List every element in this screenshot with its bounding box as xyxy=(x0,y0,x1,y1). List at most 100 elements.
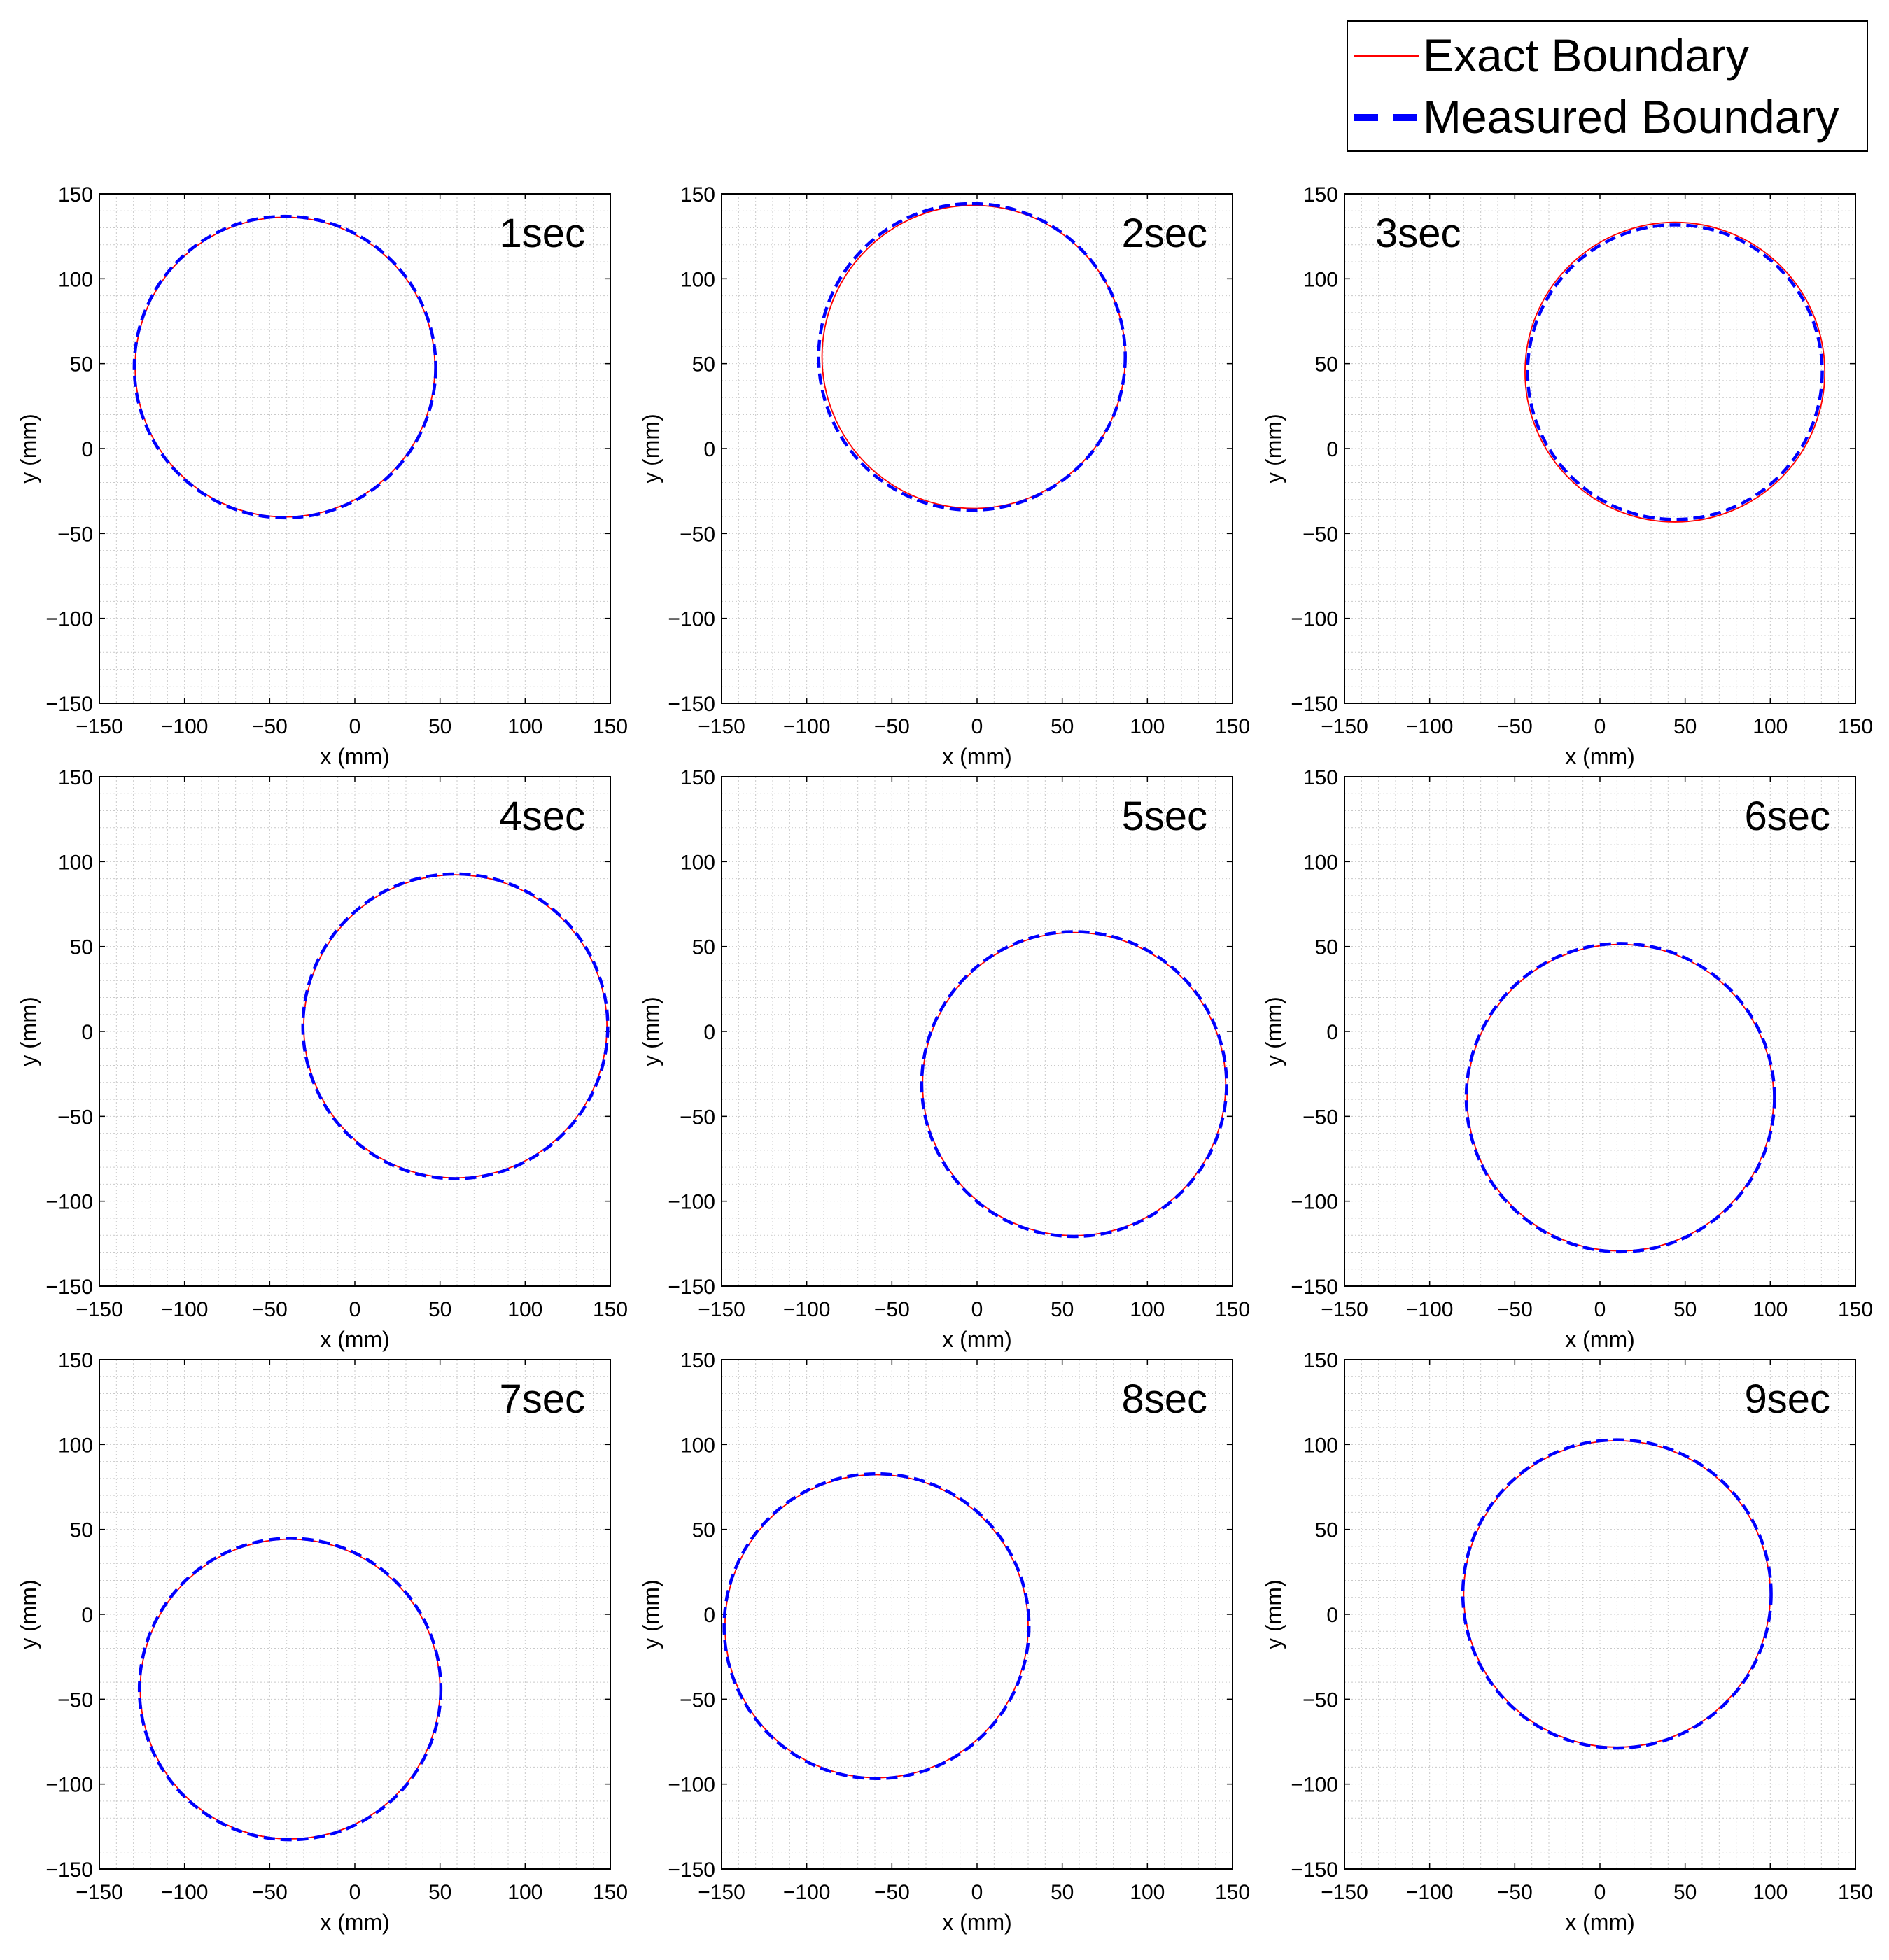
y-tick-label: 150 xyxy=(1303,766,1338,789)
x-axis-label: x (mm) xyxy=(1565,1327,1635,1352)
x-tick-label: −100 xyxy=(1406,715,1454,738)
y-tick-label: −100 xyxy=(45,608,93,631)
y-tick-label: 50 xyxy=(692,936,715,959)
y-tick-label: −150 xyxy=(45,1276,93,1299)
measured-boundary-curve xyxy=(1461,1438,1773,1750)
x-tick-label: 0 xyxy=(1594,715,1606,738)
y-axis-label: y (mm) xyxy=(16,414,41,484)
x-tick-label: 50 xyxy=(1051,1881,1074,1904)
axes-frame xyxy=(1344,1359,1856,1870)
grid-lines xyxy=(99,194,610,703)
measured-boundary-curve xyxy=(1464,942,1776,1254)
x-tick-label: 100 xyxy=(507,1881,542,1904)
y-tick-label: −100 xyxy=(668,1191,715,1214)
x-tick-label: 0 xyxy=(1594,1881,1606,1904)
y-tick-label: 0 xyxy=(1326,1021,1338,1044)
legend-box xyxy=(1347,20,1868,152)
y-tick-label: 0 xyxy=(703,1021,715,1044)
x-tick-label: −150 xyxy=(76,1881,123,1904)
y-tick-label: 100 xyxy=(1303,851,1338,874)
measured-boundary-curve xyxy=(1526,223,1824,521)
boundary-curves xyxy=(1464,942,1776,1254)
boundary-curves xyxy=(132,214,437,520)
subplot-7sec: −150 −100 −50 0 50 100 150 −150 −100 −50 0 50 100 150… xyxy=(16,1349,628,1935)
y-tick-label: 150 xyxy=(58,766,93,789)
x-tick-label: 150 xyxy=(593,1298,628,1321)
x-axis-label: x (mm) xyxy=(942,1327,1012,1352)
axes-frame xyxy=(721,776,1233,1287)
x-tick-label: 150 xyxy=(1838,1298,1873,1321)
boundary-curves xyxy=(301,872,610,1180)
x-tick-label: 0 xyxy=(971,715,983,738)
grid-lines xyxy=(722,777,1233,1286)
x-tick-label: 50 xyxy=(428,1881,451,1904)
y-tick-label: −150 xyxy=(668,693,715,716)
x-tick-label: 0 xyxy=(1594,1298,1606,1321)
y-tick-label: −150 xyxy=(45,1859,93,1882)
subplot-1sec: −150 −100 −50 0 50 100 150 −150 −100 −50 0 50 100 150… xyxy=(16,183,628,769)
y-tick-label: 0 xyxy=(81,1021,93,1044)
y-tick-label: −100 xyxy=(1291,608,1338,631)
time-annotation: 5sec xyxy=(1121,794,1207,839)
measured-boundary-curve xyxy=(722,1472,1031,1781)
y-tick-label: 100 xyxy=(58,1434,93,1457)
exact-boundary-curve xyxy=(1524,221,1826,523)
x-axis-label: x (mm) xyxy=(942,1910,1012,1935)
boundary-curves xyxy=(722,1472,1031,1781)
time-annotation: 8sec xyxy=(1121,1376,1207,1422)
x-tick-label: 50 xyxy=(1051,715,1074,738)
y-tick-label: −50 xyxy=(1302,1688,1338,1712)
x-axis-label: x (mm) xyxy=(320,744,390,769)
measured-boundary-curve xyxy=(132,214,437,520)
legend: Exact Boundary Measured Boundary xyxy=(1347,20,1868,152)
subplot-grid: −150 −100 −50 0 50 100 150 −150 −100 −50 0 50 100 150… xyxy=(16,183,1873,1935)
y-tick-label: 150 xyxy=(680,766,715,789)
x-tick-label: 150 xyxy=(593,1881,628,1904)
y-axis-label: y (mm) xyxy=(16,1579,41,1649)
x-tick-label: 50 xyxy=(428,715,451,738)
x-tick-label: 150 xyxy=(1838,715,1873,738)
y-axis-label: y (mm) xyxy=(16,996,41,1066)
grid-lines xyxy=(99,1360,610,1869)
x-axis-label: x (mm) xyxy=(1565,1910,1635,1935)
y-tick-label: −100 xyxy=(1291,1774,1338,1797)
time-annotation: 3sec xyxy=(1375,211,1461,256)
x-tick-label: −50 xyxy=(252,1881,288,1904)
grid-lines xyxy=(722,194,1233,703)
y-tick-label: −50 xyxy=(57,523,93,546)
boundary-curves xyxy=(817,202,1127,512)
x-tick-label: 150 xyxy=(1215,1881,1250,1904)
y-tick-label: 50 xyxy=(1315,936,1338,959)
y-tick-label: 0 xyxy=(703,1604,715,1627)
x-tick-label: −150 xyxy=(76,715,123,738)
axes-frame xyxy=(99,193,611,704)
y-tick-label: 50 xyxy=(692,1519,715,1542)
legend-label-exact: Exact Boundary xyxy=(1423,29,1749,81)
x-tick-label: 100 xyxy=(1753,1298,1788,1321)
y-tick-label: −150 xyxy=(45,693,93,716)
y-tick-label: −50 xyxy=(57,1106,93,1129)
x-tick-label: −100 xyxy=(783,1298,831,1321)
boundary-curves xyxy=(920,930,1228,1239)
x-tick-label: 150 xyxy=(1215,1298,1250,1321)
x-tick-label: −50 xyxy=(874,1298,910,1321)
x-tick-label: −50 xyxy=(252,715,288,738)
x-tick-label: 50 xyxy=(1673,715,1697,738)
x-tick-label: −50 xyxy=(1497,715,1533,738)
grid-lines xyxy=(1344,194,1855,703)
y-tick-label: 0 xyxy=(1326,1604,1338,1627)
x-tick-label: −100 xyxy=(161,1881,209,1904)
time-annotation: 1sec xyxy=(499,211,585,256)
y-tick-label: −100 xyxy=(668,1774,715,1797)
x-axis-label: x (mm) xyxy=(942,744,1012,769)
y-tick-label: −50 xyxy=(57,1688,93,1712)
x-tick-label: −100 xyxy=(783,715,831,738)
boundary-curves xyxy=(1461,1438,1773,1750)
y-tick-label: 0 xyxy=(703,438,715,461)
y-tick-label: −150 xyxy=(1291,693,1338,716)
y-tick-label: 50 xyxy=(70,1519,93,1542)
grid-lines xyxy=(1344,777,1855,1286)
x-tick-label: −150 xyxy=(698,1881,745,1904)
y-tick-label: 50 xyxy=(1315,1519,1338,1542)
